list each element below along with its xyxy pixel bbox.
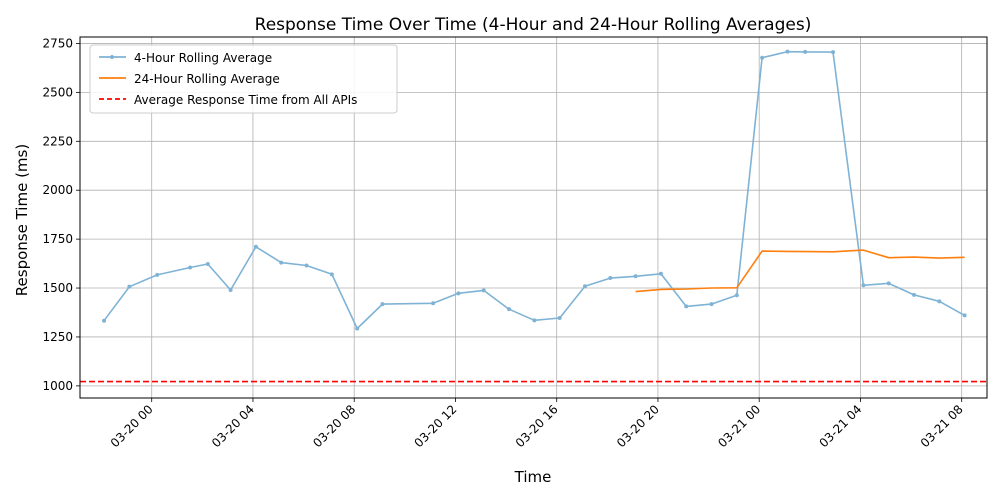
data-point-4h [608, 276, 613, 281]
legend-marker-4h [110, 55, 114, 59]
data-point-4h [886, 281, 891, 286]
data-point-4h [582, 284, 587, 289]
y-axis-label: Response Time (ms) [13, 144, 31, 296]
data-point-4h [684, 304, 689, 309]
data-point-4h [329, 272, 334, 277]
data-point-4h [532, 318, 537, 323]
y-tick-label: 1250 [42, 330, 73, 344]
plot-data [80, 49, 987, 383]
series-line-4h [103, 50, 965, 330]
data-point-4h [507, 307, 512, 312]
legend: 4-Hour Rolling Average 24-Hour Rolling A… [89, 44, 398, 114]
data-point-4h [658, 271, 663, 276]
data-point-4h [228, 287, 233, 292]
data-point-4h [253, 244, 258, 249]
data-point-4h [709, 302, 714, 307]
legend-box [89, 44, 398, 114]
series-line-24h [635, 249, 965, 293]
data-point-4h [803, 49, 808, 54]
legend-label-24h: 24-Hour Rolling Average [134, 72, 280, 86]
data-point-4h [831, 50, 836, 55]
data-point-4h [785, 49, 790, 54]
data-point-4h [962, 313, 967, 318]
x-axis-label: Time [514, 468, 552, 486]
data-point-4h [431, 301, 436, 306]
legend-entry-24h: 24-Hour Rolling Average [99, 72, 280, 86]
y-tick-label: 2000 [42, 183, 73, 197]
data-point-4h [481, 288, 486, 293]
data-point-4h [456, 291, 461, 296]
y-tick-label: 2500 [42, 85, 73, 99]
y-tick-label: 2750 [42, 36, 73, 50]
y-tick-label: 2250 [42, 134, 73, 148]
data-point-4h [734, 293, 739, 298]
y-tick-label: 1500 [42, 281, 73, 295]
data-point-4h [861, 283, 866, 288]
data-point-4h [279, 260, 284, 265]
legend-entry-overall-average: Average Response Time from All APIs [99, 93, 357, 107]
chart-title: Response Time Over Time (4-Hour and 24-H… [255, 15, 812, 35]
data-point-4h [912, 292, 917, 297]
data-point-4h [155, 272, 160, 277]
plot-frame [79, 36, 988, 399]
legend-label-overall-average: Average Response Time from All APIs [134, 93, 357, 107]
data-point-4h [557, 315, 562, 320]
data-point-4h [633, 274, 638, 279]
data-point-4h [380, 302, 385, 307]
data-point-4h [102, 318, 107, 323]
data-point-4h [127, 284, 132, 289]
data-point-4h [355, 326, 360, 331]
data-point-4h [205, 261, 210, 266]
data-point-4h [304, 263, 309, 268]
y-tick-label: 1000 [42, 379, 73, 393]
y-tick-label: 1750 [42, 232, 73, 246]
data-point-4h [188, 265, 193, 270]
legend-label-4h: 4-Hour Rolling Average [134, 51, 272, 65]
data-point-4h [937, 299, 942, 304]
legend-entry-4h: 4-Hour Rolling Average [99, 51, 272, 65]
data-point-4h [760, 55, 765, 60]
